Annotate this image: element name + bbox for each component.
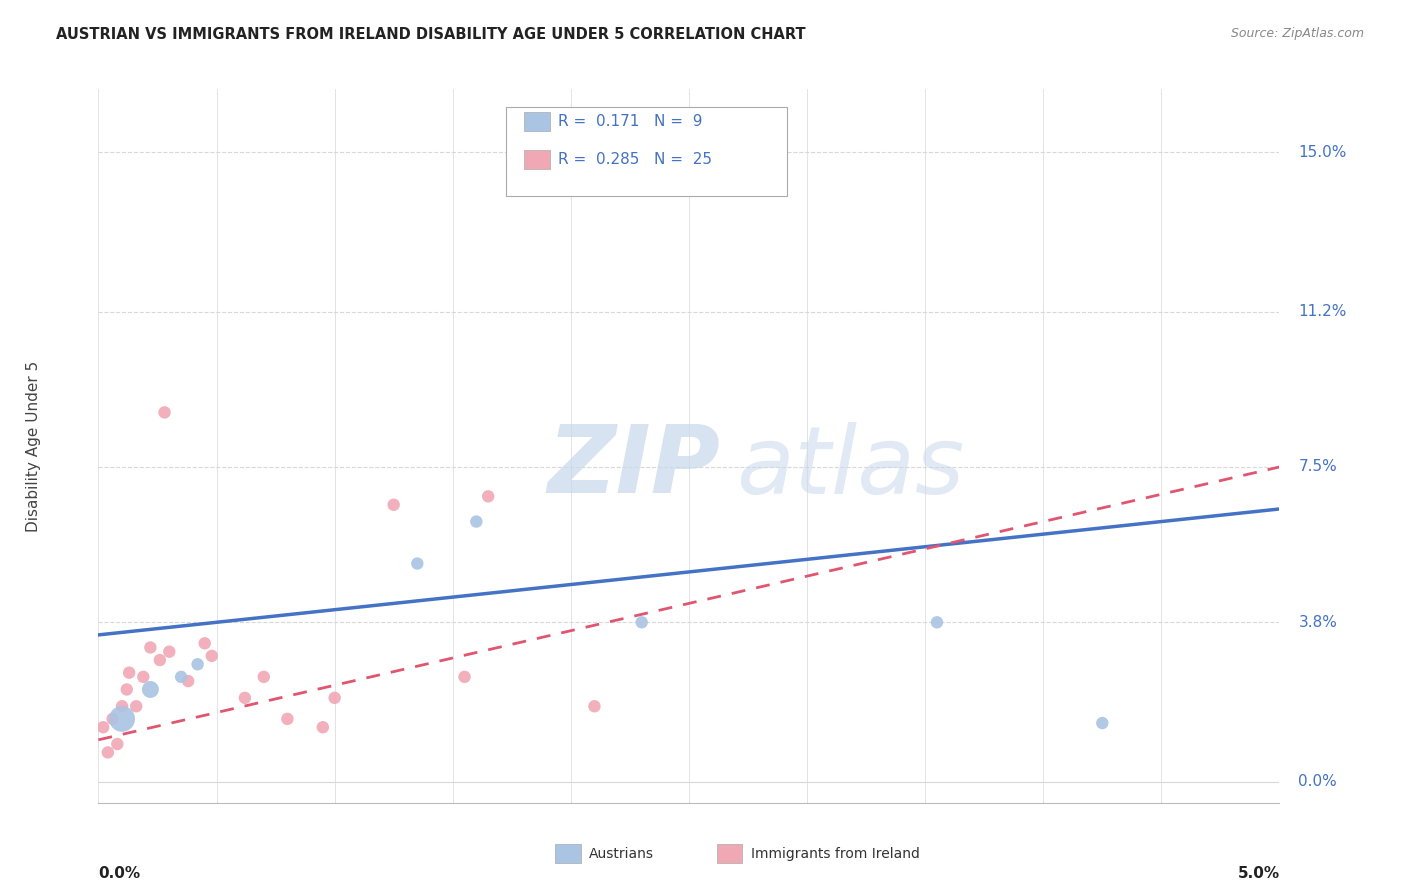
Point <box>111 699 134 714</box>
Point <box>201 648 224 663</box>
Point <box>194 636 217 650</box>
Point <box>583 699 606 714</box>
Point <box>465 515 488 529</box>
Point <box>477 489 499 503</box>
Point <box>630 615 652 630</box>
Point <box>149 653 172 667</box>
Point <box>1091 716 1114 731</box>
Point <box>312 720 335 734</box>
Point <box>101 712 124 726</box>
Point <box>187 657 209 672</box>
Text: Disability Age Under 5: Disability Age Under 5 <box>25 360 41 532</box>
Text: 5.0%: 5.0% <box>1237 866 1279 880</box>
Point <box>115 682 138 697</box>
Point <box>139 682 162 697</box>
Text: 3.8%: 3.8% <box>1298 615 1337 630</box>
Text: 0.0%: 0.0% <box>98 866 141 880</box>
Point <box>139 640 162 655</box>
Text: 7.5%: 7.5% <box>1298 459 1337 475</box>
Text: Source: ZipAtlas.com: Source: ZipAtlas.com <box>1230 27 1364 40</box>
Point <box>118 665 141 680</box>
Point <box>382 498 405 512</box>
Point <box>132 670 155 684</box>
Text: atlas: atlas <box>737 422 965 513</box>
Point <box>233 690 256 705</box>
Text: R =  0.171   N =  9: R = 0.171 N = 9 <box>558 114 703 128</box>
Point <box>253 670 276 684</box>
Text: 15.0%: 15.0% <box>1298 145 1347 160</box>
Point <box>157 645 180 659</box>
Text: Immigrants from Ireland: Immigrants from Ireland <box>751 847 920 861</box>
Point <box>105 737 128 751</box>
Point <box>177 674 200 689</box>
Point <box>170 670 193 684</box>
Point <box>125 699 148 714</box>
Text: 11.2%: 11.2% <box>1298 304 1347 319</box>
Point <box>453 670 475 684</box>
Point <box>97 746 120 760</box>
Point <box>153 405 176 419</box>
Text: ZIP: ZIP <box>547 421 720 514</box>
Text: AUSTRIAN VS IMMIGRANTS FROM IRELAND DISABILITY AGE UNDER 5 CORRELATION CHART: AUSTRIAN VS IMMIGRANTS FROM IRELAND DISA… <box>56 27 806 42</box>
Point <box>91 720 114 734</box>
Text: R =  0.285   N =  25: R = 0.285 N = 25 <box>558 153 713 167</box>
Point <box>111 712 134 726</box>
Point <box>323 690 346 705</box>
Text: Austrians: Austrians <box>589 847 654 861</box>
Point <box>276 712 298 726</box>
Text: 0.0%: 0.0% <box>1298 774 1337 789</box>
Point <box>406 557 429 571</box>
Point <box>925 615 948 630</box>
